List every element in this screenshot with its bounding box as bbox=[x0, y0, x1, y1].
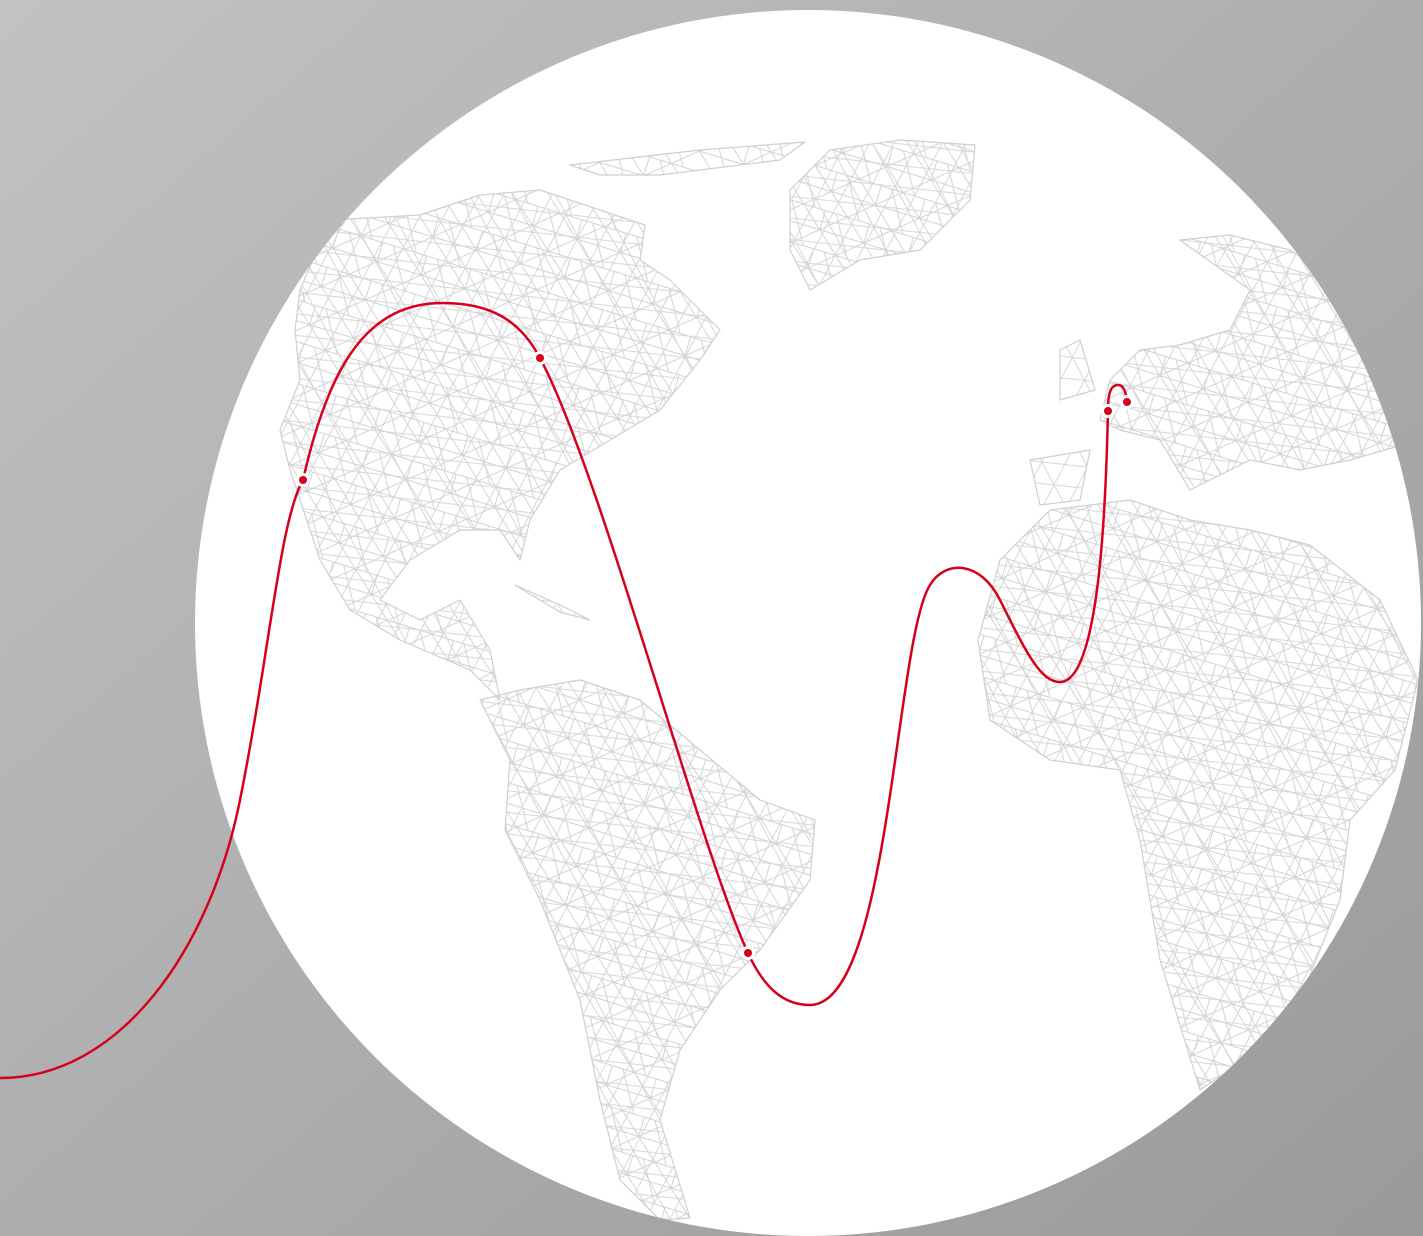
caribbean bbox=[514, 584, 591, 621]
british-isles bbox=[1059, 339, 1096, 401]
route-stop bbox=[741, 946, 755, 960]
iberia bbox=[1029, 449, 1091, 506]
arctic-islands bbox=[569, 141, 806, 176]
route-stop bbox=[296, 473, 310, 487]
route-stop bbox=[1120, 395, 1134, 409]
route-stop bbox=[1101, 404, 1115, 418]
route-stops bbox=[296, 351, 1134, 960]
route-stop bbox=[533, 351, 547, 365]
